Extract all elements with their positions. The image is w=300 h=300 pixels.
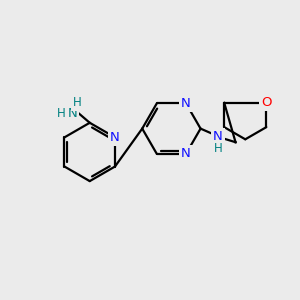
Text: O: O	[261, 96, 272, 109]
Text: N: N	[181, 97, 191, 110]
Text: H: H	[214, 142, 222, 154]
Text: H: H	[73, 96, 82, 109]
Text: N: N	[67, 106, 77, 120]
Text: H: H	[57, 106, 66, 120]
Text: N: N	[181, 147, 191, 161]
Text: N: N	[213, 130, 223, 143]
Text: N: N	[110, 131, 120, 144]
